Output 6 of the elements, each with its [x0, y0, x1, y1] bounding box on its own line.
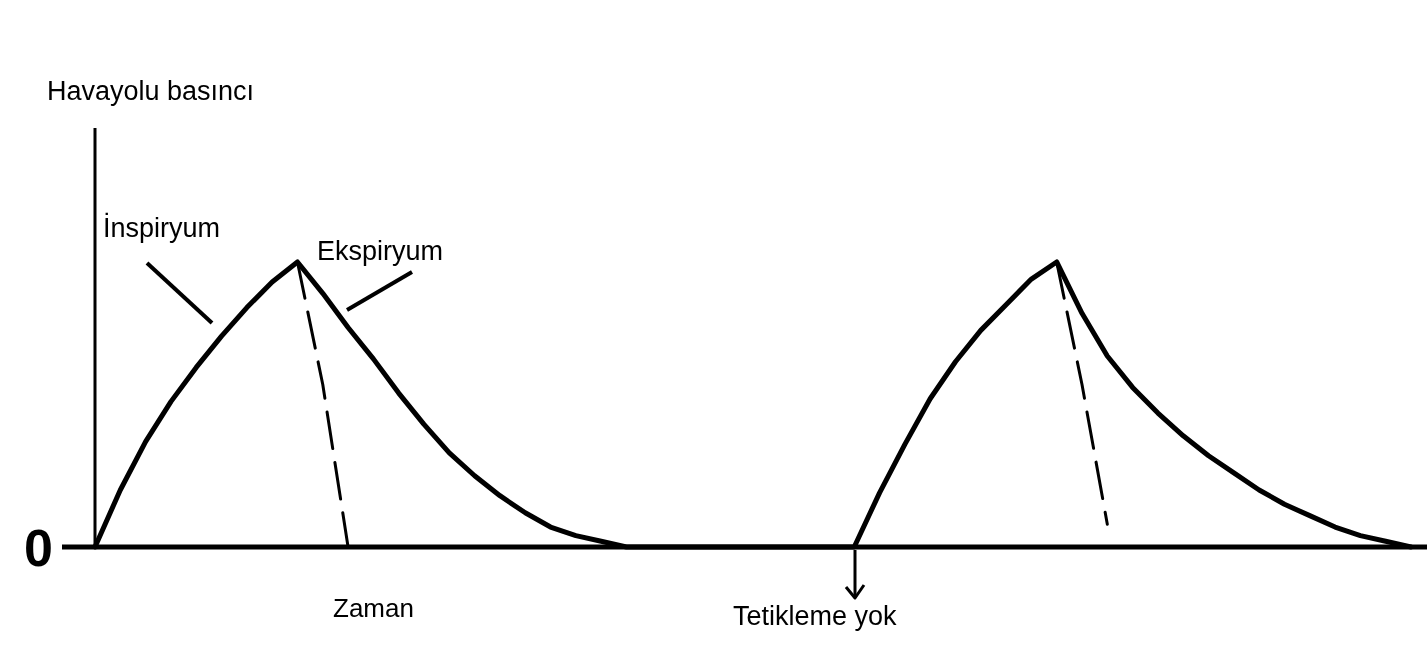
text: İnspiryum [103, 212, 221, 243]
text: Tetikleme yok [733, 601, 898, 631]
text: 0 [24, 519, 53, 577]
text: Havayolu basıncı [47, 76, 255, 106]
x-axis-title: Zaman [333, 593, 414, 623]
annotation: Ekspiryum [317, 236, 444, 266]
